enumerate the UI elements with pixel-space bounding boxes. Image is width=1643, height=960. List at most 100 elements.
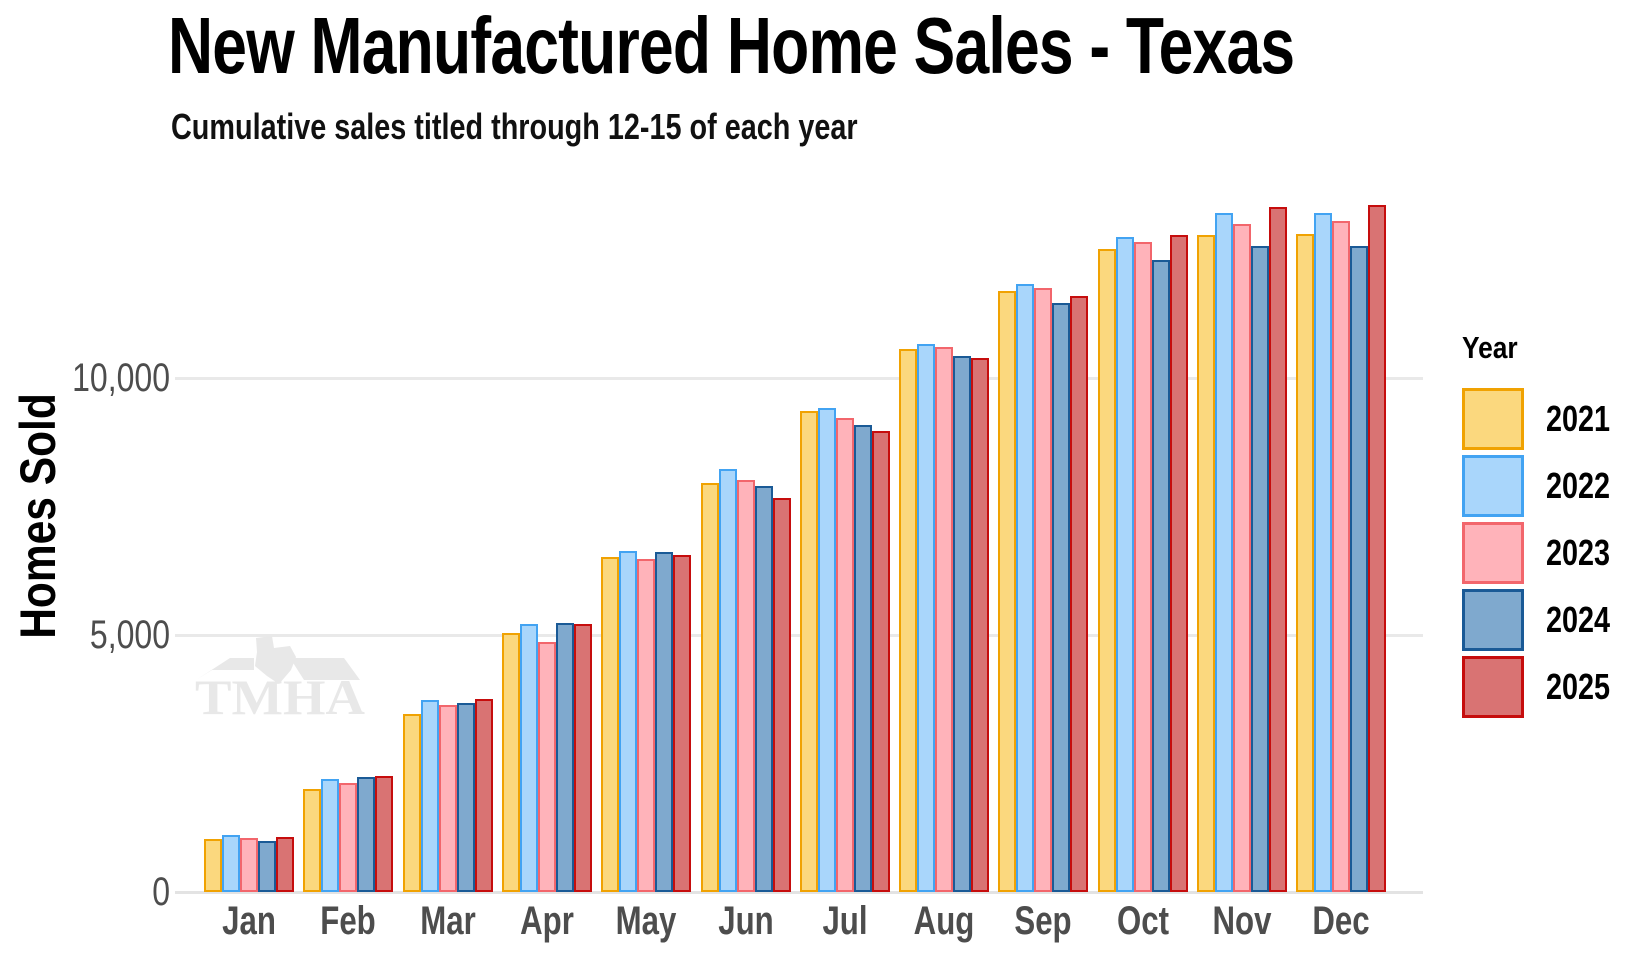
bar-may-2024 [655,551,674,892]
bar-jan-2022 [222,835,240,892]
watermark-roof-left [196,658,254,680]
x-tick-label-may: May [615,899,677,943]
x-tick-label-oct: Oct [1116,899,1169,943]
bar-group-oct [1097,175,1188,892]
legend: Year 2021 2022 2023 2024 2025 [1462,330,1642,723]
bar-group-apr [501,175,592,892]
bar-oct-2021 [1097,249,1116,892]
bar-jul-2021 [799,411,818,892]
y-tick-label-0: 0 [152,870,170,914]
watermark-roof-right [290,658,360,680]
legend-swatch-2021 [1462,388,1524,450]
gridline-y-10000 [175,376,1423,380]
bar-jun-2022 [718,468,737,892]
bar-nov-2021 [1197,235,1215,892]
bar-dec-2024 [1350,245,1369,892]
bar-group-jan [204,175,294,892]
chart-title: New Manufactured Home Sales - Texas [168,1,1295,90]
legend-label-2023: 2023 [1546,532,1611,573]
bar-feb-2023 [339,782,358,892]
watermark-text: TMHA [195,669,365,718]
bar-aug-2025 [971,358,990,892]
legend-item-2024: 2024 [1462,589,1642,651]
legend-item-2021: 2021 [1462,388,1642,450]
bar-oct-2025 [1169,235,1188,892]
bar-nov-2025 [1269,207,1287,892]
bar-mar-2022 [420,700,439,892]
x-tick-label-jun: Jun [717,899,774,943]
x-tick-label-feb: Feb [320,899,377,943]
bar-mar-2021 [402,713,421,892]
legend-swatch-2023 [1462,522,1524,584]
legend-label-2022: 2022 [1546,465,1611,506]
bar-jan-2023 [240,837,258,892]
tmha-watermark-logo: TMHA [195,636,365,718]
y-tick-label-10000: 10,000 [72,356,170,400]
bar-apr-2024 [555,622,574,892]
bar-feb-2025 [375,775,394,892]
bar-apr-2023 [537,642,556,892]
bar-group-nov [1197,175,1287,892]
gridline-y-0 [175,890,1423,894]
x-tick-label-nov: Nov [1212,899,1272,943]
legend-swatch-2025 [1462,656,1524,718]
bar-dec-2025 [1368,204,1387,892]
bar-jan-2021 [204,838,222,892]
plot-area [175,175,1423,894]
bar-jul-2022 [817,408,836,892]
bar-jul-2025 [871,431,890,892]
legend-item-2025: 2025 [1462,656,1642,718]
bar-mar-2024 [456,702,475,892]
legend-items: 2021 2022 2023 2024 2025 [1462,388,1642,718]
bar-jul-2024 [853,425,872,892]
bar-mar-2025 [474,698,493,892]
legend-item-2022: 2022 [1462,455,1642,517]
legend-item-2023: 2023 [1462,522,1642,584]
bar-may-2022 [619,550,638,892]
bar-feb-2024 [357,776,376,892]
bar-sep-2024 [1052,303,1071,892]
y-axis-title: Homes Sold [10,393,66,639]
bar-sep-2025 [1070,296,1089,892]
bar-jul-2023 [835,417,854,892]
bar-jun-2024 [754,485,773,892]
bar-mar-2023 [438,704,457,892]
bar-sep-2023 [1034,287,1053,892]
bar-apr-2025 [573,623,592,892]
bar-group-may [601,175,692,892]
chart-subtitle: Cumulative sales titled through 12-15 of… [171,106,858,147]
bar-nov-2022 [1215,213,1233,892]
bar-group-mar [402,175,493,892]
bar-nov-2024 [1251,246,1269,892]
bar-dec-2023 [1332,221,1351,892]
legend-label-2021: 2021 [1546,398,1611,439]
bar-aug-2022 [917,343,936,892]
x-tick-label-sep: Sep [1014,899,1072,943]
bar-dec-2022 [1314,212,1333,892]
bar-jun-2021 [700,483,719,892]
bar-aug-2023 [935,346,954,892]
legend-label-2025: 2025 [1546,666,1611,707]
bar-feb-2022 [321,778,340,892]
bar-dec-2021 [1296,234,1315,892]
x-tick-label-mar: Mar [419,899,476,943]
bar-oct-2024 [1151,259,1170,892]
bar-group-jul [799,175,890,892]
bar-group-jun [700,175,791,892]
gridline-y-5000 [175,633,1423,637]
bar-may-2023 [637,559,656,892]
y-tick-label-5000: 5,000 [89,613,170,657]
bar-jan-2024 [258,841,276,892]
legend-label-2024: 2024 [1546,599,1611,640]
bar-aug-2024 [953,356,972,892]
x-tick-label-aug: Aug [913,899,975,943]
bar-may-2025 [673,554,692,892]
legend-swatch-2024 [1462,589,1524,651]
bar-aug-2021 [899,349,918,892]
bar-jun-2025 [772,498,791,892]
bar-apr-2022 [519,623,538,892]
bar-nov-2023 [1233,223,1251,892]
bar-may-2021 [601,557,620,892]
watermark-texas-shape [255,636,296,684]
bar-group-aug [899,175,990,892]
